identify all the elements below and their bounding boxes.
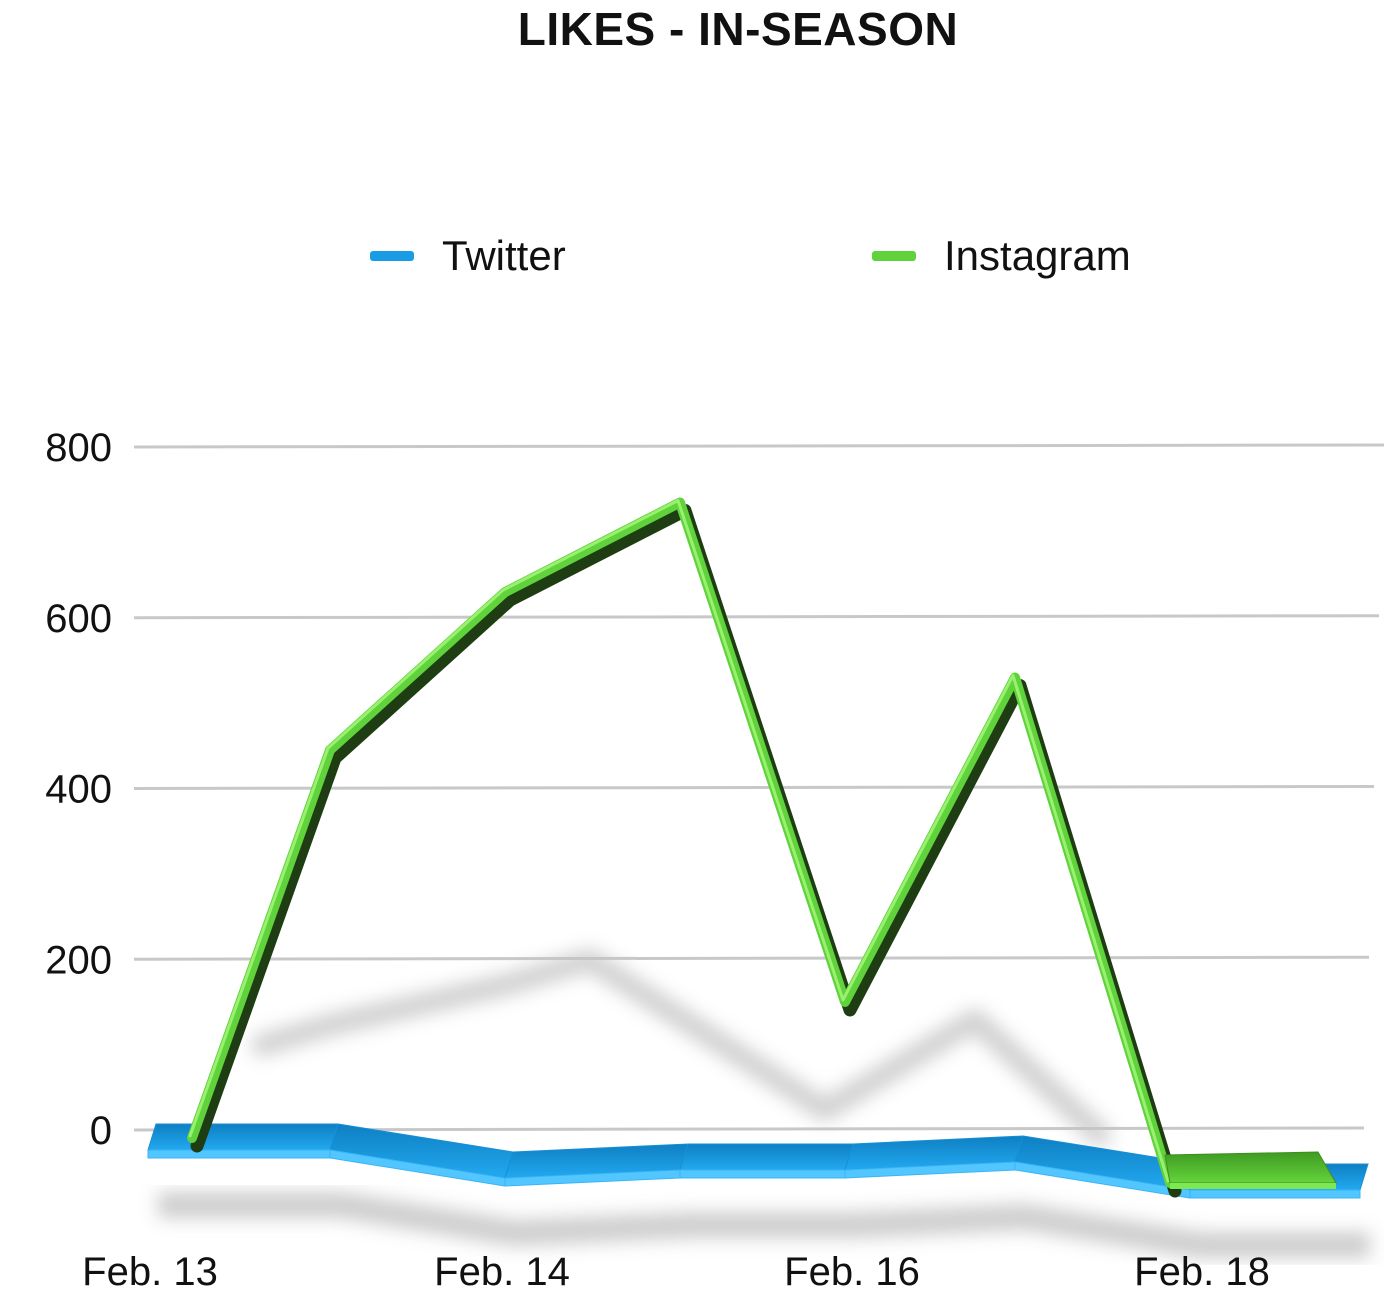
twitter-ribbon-edge [147, 1149, 331, 1159]
axis-labels: 0 200 400 600 800 Feb. 13 Feb. 14 Feb. 16 Feb. 1… [45, 426, 1270, 1294]
twitter-ribbon-top [147, 1123, 339, 1151]
chart-title: LIKES - IN-SEASON [517, 3, 959, 55]
x-tick-label: Feb. 13 [82, 1250, 218, 1294]
series-layer [147, 497, 1369, 1199]
legend-label-twitter: Twitter [442, 232, 566, 279]
legend-item-instagram: Instagram [872, 226, 1131, 286]
legend-item-twitter: Twitter [370, 226, 566, 286]
legend-label-instagram: Instagram [944, 232, 1131, 279]
grid-line-200 [133, 955, 1370, 961]
series-shadows [158, 949, 1370, 1258]
twitter-ribbon-top [679, 1143, 854, 1171]
instagram-line-depth [190, 503, 1182, 1198]
x-tick-label: Feb. 14 [434, 1250, 570, 1294]
twitter-ribbon-edge [679, 1169, 846, 1179]
instagram-line [187, 497, 1175, 1188]
y-tick-label: 600 [45, 597, 112, 641]
legend: Twitter Instagram [0, 226, 1384, 286]
grid-line-600 [133, 614, 1380, 620]
legend-swatch-instagram [872, 251, 916, 261]
y-tick-label: 0 [90, 1109, 112, 1153]
instagram-ribbon-edge [1170, 1183, 1336, 1189]
y-tick-label: 400 [45, 768, 112, 812]
instagram-line-highlight [188, 498, 1170, 1183]
legend-swatch-twitter [370, 251, 414, 261]
grid-line-400 [133, 785, 1375, 790]
twitter-shadow [158, 1192, 1370, 1258]
y-tick-label: 200 [45, 938, 112, 982]
instagram-shadow [251, 949, 1111, 1146]
x-tick-label: Feb. 16 [784, 1250, 920, 1294]
grid-line-800 [133, 443, 1384, 449]
twitter-ribbon-edge [1189, 1189, 1361, 1199]
x-tick-label: Feb. 18 [1134, 1250, 1270, 1294]
instagram-ribbon-top [1164, 1151, 1337, 1184]
y-tick-label: 800 [45, 426, 112, 470]
